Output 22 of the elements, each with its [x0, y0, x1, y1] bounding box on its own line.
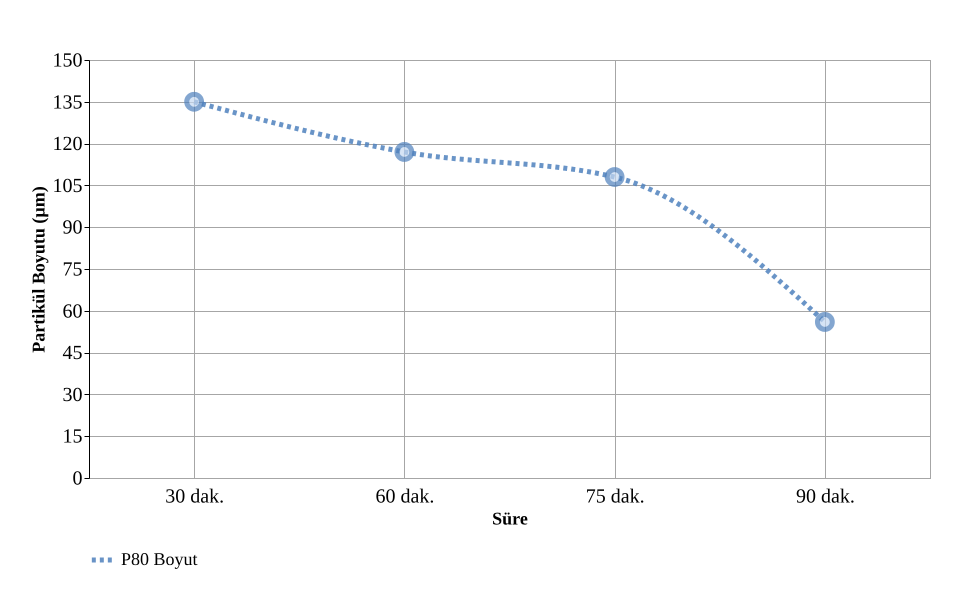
x-tick-label: 75 dak. [586, 486, 645, 508]
y-tick-label: 60 [62, 300, 82, 322]
x-tick-label: 30 dak. [165, 486, 224, 508]
y-tick-label: 45 [62, 342, 82, 364]
point [184, 92, 204, 112]
y-tick-label: 90 [62, 216, 82, 239]
y-tick-label: 75 [62, 258, 82, 280]
y-tick-label: 0 [72, 468, 82, 490]
x-tick-label: 60 dak. [375, 486, 434, 508]
y-tick-label: 105 [52, 174, 82, 197]
point [814, 312, 835, 332]
point [394, 142, 414, 162]
y-tick-label: 150 [52, 50, 82, 72]
x-tick-label: 90 dak. [796, 486, 855, 508]
y-tick-label: 120 [52, 133, 82, 156]
x-axis-title: Süre [492, 508, 528, 528]
legend-label: P80 Boyut [121, 549, 198, 569]
y-axis-title: Partikül Boyutu (µm) [28, 186, 48, 353]
point [604, 167, 625, 187]
y-tick-label: 135 [52, 91, 82, 114]
y-tick-label: 30 [62, 384, 82, 406]
y-tick-label: 15 [62, 426, 82, 448]
